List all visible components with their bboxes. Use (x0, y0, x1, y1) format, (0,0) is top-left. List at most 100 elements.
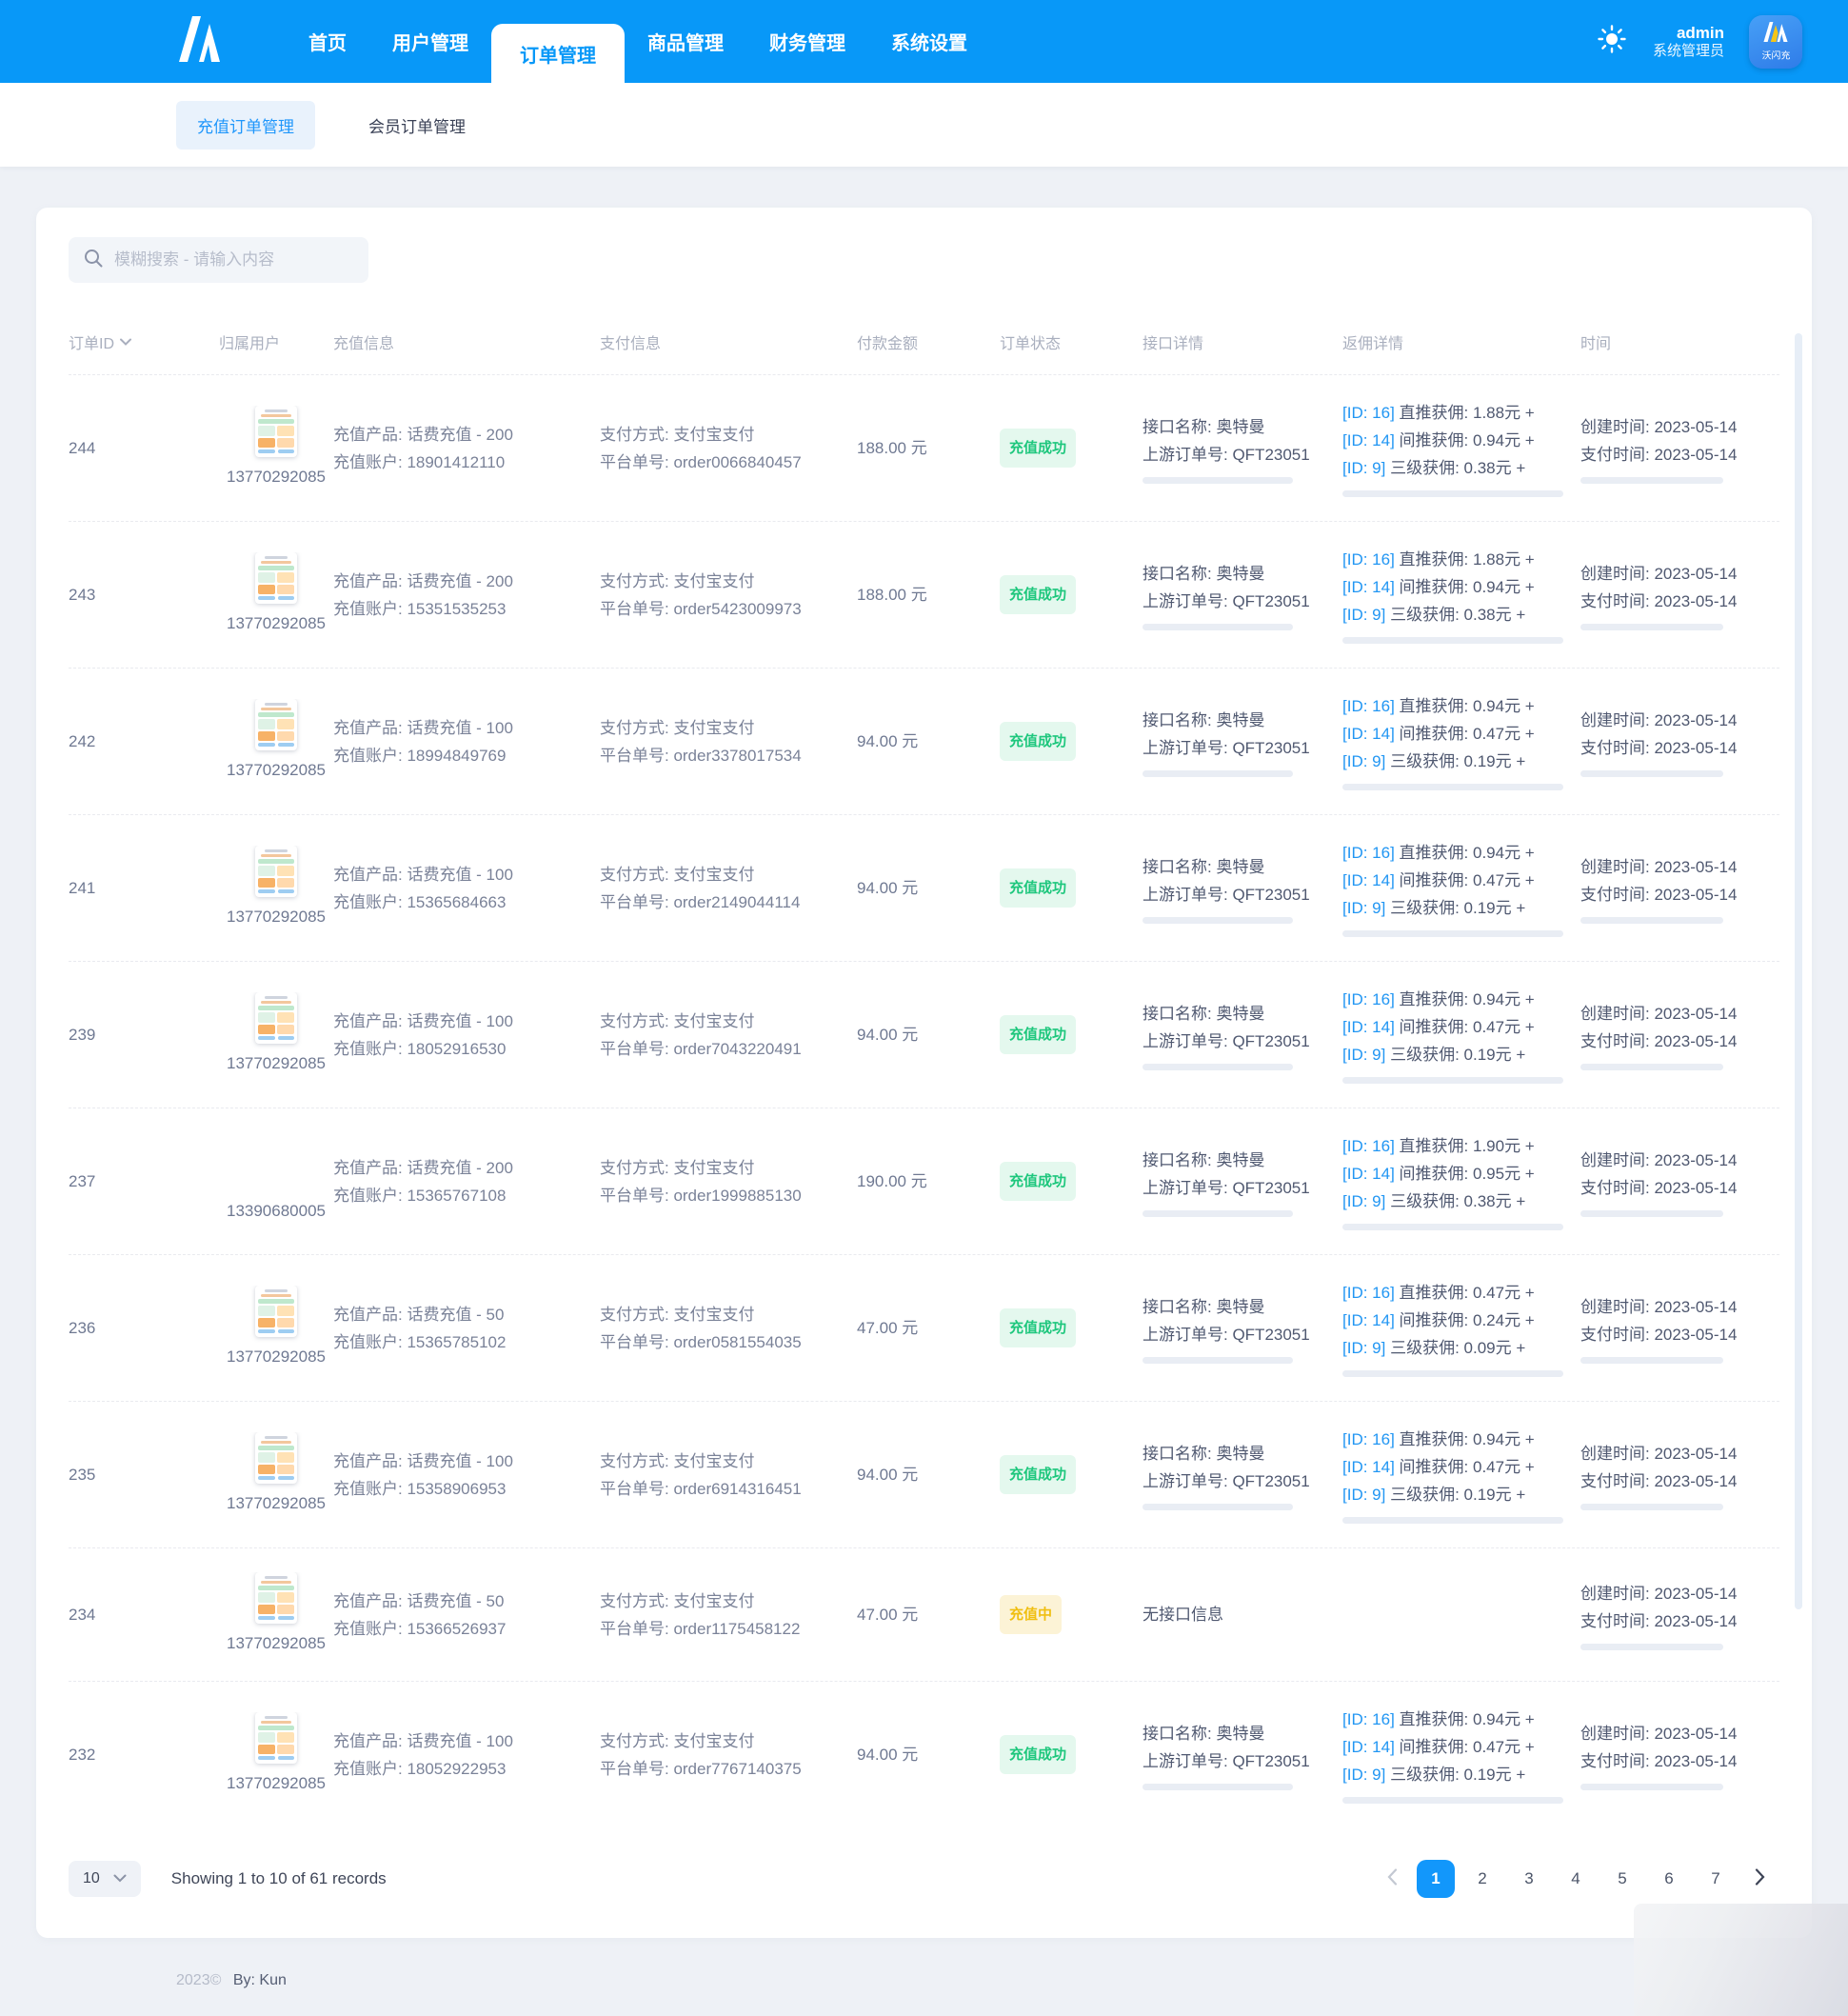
brand-logo[interactable] (171, 13, 229, 70)
time-cell-scrollbar[interactable] (1580, 1503, 1723, 1510)
time-cell-scrollbar[interactable] (1580, 916, 1723, 924)
user-avatar[interactable]: 沃闪充 (1749, 14, 1802, 69)
time-cell-scrollbar[interactable] (1580, 623, 1723, 630)
user-avatar-image[interactable] (255, 699, 297, 750)
page-button-1[interactable]: 1 (1417, 1860, 1455, 1898)
commission-cell-scrollbar[interactable] (1342, 637, 1563, 644)
commission-id-link[interactable]: [ID: 16] (1342, 550, 1395, 569)
time-cell-scrollbar[interactable] (1580, 769, 1723, 777)
commission-text: 直推获佣: 0.94元 + (1399, 697, 1535, 715)
commission-id-link[interactable]: [ID: 9] (1342, 752, 1386, 770)
user-avatar-image[interactable] (255, 992, 297, 1044)
commission-cell-scrollbar[interactable] (1342, 784, 1563, 790)
commission-id-link[interactable]: [ID: 14] (1342, 1018, 1395, 1036)
commission-id-link[interactable]: [ID: 9] (1342, 1046, 1386, 1064)
time-cell-scrollbar[interactable] (1580, 476, 1723, 484)
prev-page-button[interactable] (1376, 1860, 1408, 1898)
commission-id-link[interactable]: [ID: 14] (1342, 1165, 1395, 1183)
commission-id-link[interactable]: [ID: 16] (1342, 404, 1395, 422)
commission-id-link[interactable]: [ID: 9] (1342, 459, 1386, 477)
table-vertical-scrollbar[interactable] (1795, 333, 1802, 1609)
page-button-6[interactable]: 6 (1664, 1869, 1674, 1887)
commission-cell-scrollbar[interactable] (1342, 1517, 1563, 1524)
time-cell-scrollbar[interactable] (1580, 1356, 1723, 1364)
next-page-button[interactable] (1743, 1860, 1776, 1898)
page-button-7[interactable]: 7 (1711, 1869, 1720, 1887)
user-avatar-image[interactable] (255, 1286, 297, 1337)
api-cell-scrollbar[interactable] (1143, 1063, 1293, 1070)
commission-id-link[interactable]: [ID: 14] (1342, 725, 1395, 743)
created-time: 创建时间: 2023-05-14 (1580, 564, 1738, 583)
commission-cell-scrollbar[interactable] (1342, 1797, 1563, 1804)
commission-text: 三级获佣: 0.19元 + (1390, 899, 1526, 917)
api-cell-scrollbar[interactable] (1143, 1356, 1293, 1364)
commission-id-link[interactable]: [ID: 14] (1342, 1458, 1395, 1476)
api-cell-scrollbar[interactable] (1143, 623, 1293, 630)
api-cell-scrollbar[interactable] (1143, 1503, 1293, 1510)
api-cell-scrollbar[interactable] (1143, 1783, 1293, 1790)
commission-cell-scrollbar[interactable] (1342, 930, 1563, 937)
api-cell-scrollbar[interactable] (1143, 769, 1293, 777)
api-cell-scrollbar[interactable] (1143, 916, 1293, 924)
commission-cell-scrollbar[interactable] (1342, 1370, 1563, 1377)
api-name: 接口名称: 奥特曼 (1143, 1004, 1265, 1023)
commission-id-link[interactable]: [ID: 14] (1342, 431, 1395, 449)
user-avatar-image[interactable] (254, 1139, 298, 1191)
commission-id-link[interactable]: [ID: 14] (1342, 1738, 1395, 1756)
nav-item-users[interactable]: 用户管理 (392, 33, 468, 54)
commission-id-link[interactable]: [ID: 16] (1342, 697, 1395, 715)
time-cell-scrollbar[interactable] (1580, 1783, 1723, 1790)
commission-id-link[interactable]: [ID: 14] (1342, 1311, 1395, 1329)
user-avatar-image[interactable] (255, 552, 297, 604)
commission-id-link[interactable]: [ID: 14] (1342, 871, 1395, 889)
sun-icon (1598, 25, 1626, 58)
created-time: 创建时间: 2023-05-14 (1580, 1584, 1738, 1603)
column-header-order-id[interactable]: 订单ID (69, 330, 219, 353)
commission-id-link[interactable]: [ID: 16] (1342, 990, 1395, 1008)
time-cell-scrollbar[interactable] (1580, 1643, 1723, 1650)
commission-id-link[interactable]: [ID: 16] (1342, 1284, 1395, 1302)
user-avatar-image[interactable] (255, 406, 297, 457)
commission-id-link[interactable]: [ID: 16] (1342, 1430, 1395, 1448)
product-thumbnail-image (255, 406, 297, 457)
nav-item-settings[interactable]: 系统设置 (891, 33, 967, 54)
nav-item-products[interactable]: 商品管理 (647, 33, 724, 54)
commission-id-link[interactable]: [ID: 9] (1342, 1192, 1386, 1210)
charge-account: 充值账户: 15366526937 (333, 1619, 507, 1638)
commission-id-link[interactable]: [ID: 14] (1342, 578, 1395, 596)
commission-id-link[interactable]: [ID: 9] (1342, 606, 1386, 624)
nav-item-finance[interactable]: 财务管理 (769, 33, 845, 54)
pagination: 1 2 3 4 5 6 7 (1376, 1860, 1776, 1898)
commission-id-link[interactable]: [ID: 16] (1342, 1710, 1395, 1728)
tab-member-order-management[interactable]: 会员订单管理 (368, 117, 466, 136)
commission-id-link[interactable]: [ID: 16] (1342, 1137, 1395, 1155)
commission-id-link[interactable]: [ID: 9] (1342, 1486, 1386, 1504)
tab-recharge-order-management[interactable]: 充值订单管理 (176, 100, 315, 150)
user-avatar-image[interactable] (255, 1712, 297, 1764)
api-cell-scrollbar[interactable] (1143, 1209, 1293, 1217)
user-avatar-image[interactable] (255, 846, 297, 897)
page-button-4[interactable]: 4 (1571, 1869, 1580, 1887)
time-cell-scrollbar[interactable] (1580, 1209, 1723, 1217)
page-button-3[interactable]: 3 (1524, 1869, 1534, 1887)
search-input[interactable] (114, 250, 354, 269)
user-phone: 13770292085 (226, 1347, 326, 1366)
api-cell-scrollbar[interactable] (1143, 476, 1293, 484)
theme-toggle-button[interactable] (1596, 25, 1628, 58)
nav-item-orders[interactable]: 订单管理 (491, 24, 625, 83)
commission-cell-scrollbar[interactable] (1342, 1224, 1563, 1230)
commission-cell-scrollbar[interactable] (1342, 1077, 1563, 1084)
commission-cell-scrollbar[interactable] (1342, 490, 1563, 497)
user-avatar-image[interactable] (255, 1432, 297, 1484)
page-button-5[interactable]: 5 (1618, 1869, 1627, 1887)
user-avatar-image[interactable] (255, 1572, 297, 1624)
page-size-select[interactable]: 10 (69, 1861, 141, 1897)
nav-item-home[interactable]: 首页 (308, 33, 347, 54)
time-cell-scrollbar[interactable] (1580, 1063, 1723, 1070)
sort-chevron-down-icon[interactable] (120, 333, 132, 350)
commission-id-link[interactable]: [ID: 9] (1342, 1766, 1386, 1784)
commission-id-link[interactable]: [ID: 16] (1342, 844, 1395, 862)
commission-id-link[interactable]: [ID: 9] (1342, 899, 1386, 917)
commission-id-link[interactable]: [ID: 9] (1342, 1339, 1386, 1357)
page-button-2[interactable]: 2 (1478, 1869, 1487, 1887)
